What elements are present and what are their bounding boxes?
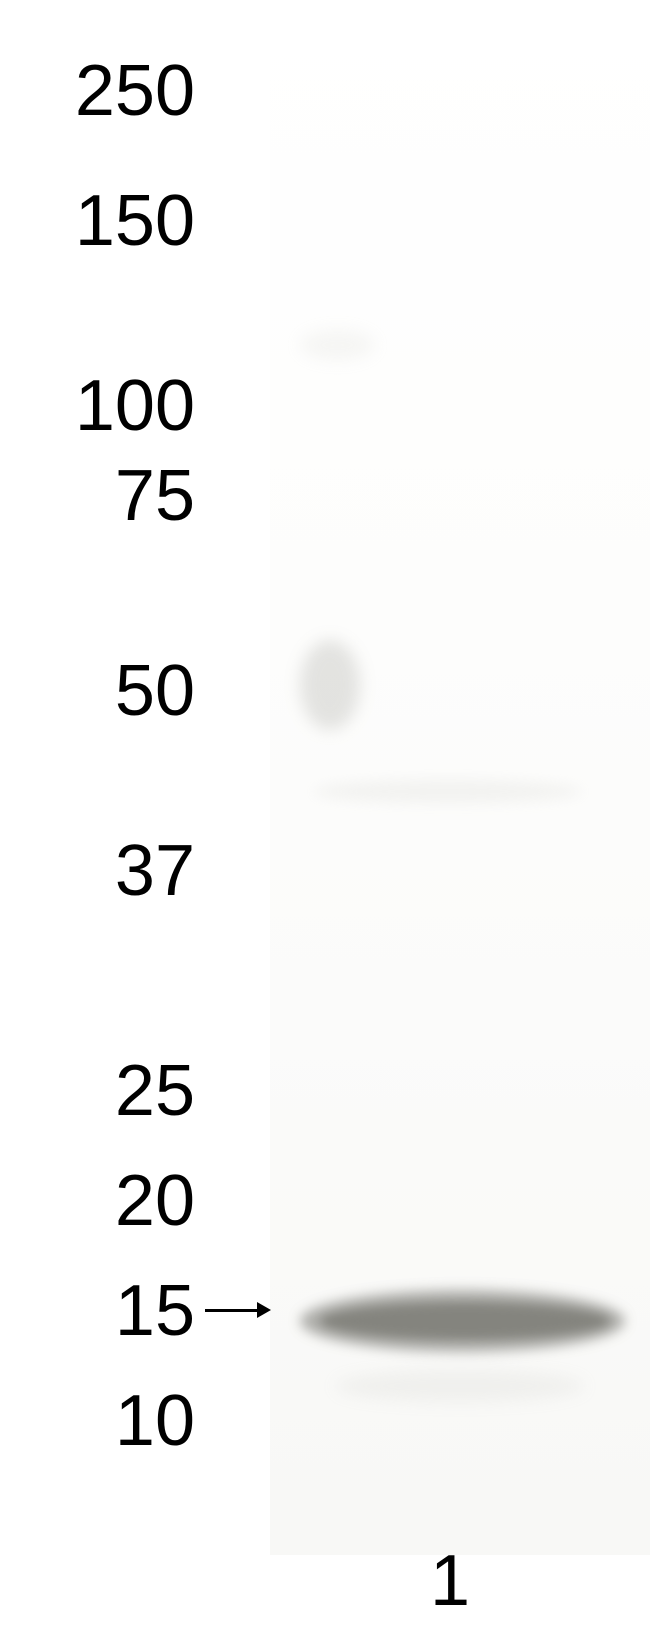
mw-label-50: 50 [115, 655, 195, 727]
mw-label-150: 150 [75, 185, 195, 257]
gel-band [313, 780, 583, 803]
mw-label-20: 20 [115, 1165, 195, 1237]
mw-label-75: 75 [115, 460, 195, 532]
mw-label-37: 37 [115, 835, 195, 907]
mw-label-10: 10 [115, 1385, 195, 1457]
gel-band [335, 1370, 585, 1402]
arrow-head-icon [257, 1302, 271, 1318]
mw-label-15: 15 [115, 1275, 195, 1347]
gel-band [300, 330, 375, 360]
mw-label-25: 25 [115, 1055, 195, 1127]
lane-number-label: 1 [430, 1540, 470, 1622]
target-band-arrow [205, 1302, 271, 1318]
gel-band [320, 1302, 610, 1340]
arrow-line [205, 1309, 257, 1312]
mw-label-250: 250 [75, 55, 195, 127]
lane-number-text: 1 [430, 1541, 470, 1621]
mw-label-100: 100 [75, 370, 195, 442]
western-blot-figure: 250 150 100 75 50 37 25 20 15 10 1 [0, 0, 650, 1625]
gel-band [300, 640, 360, 730]
